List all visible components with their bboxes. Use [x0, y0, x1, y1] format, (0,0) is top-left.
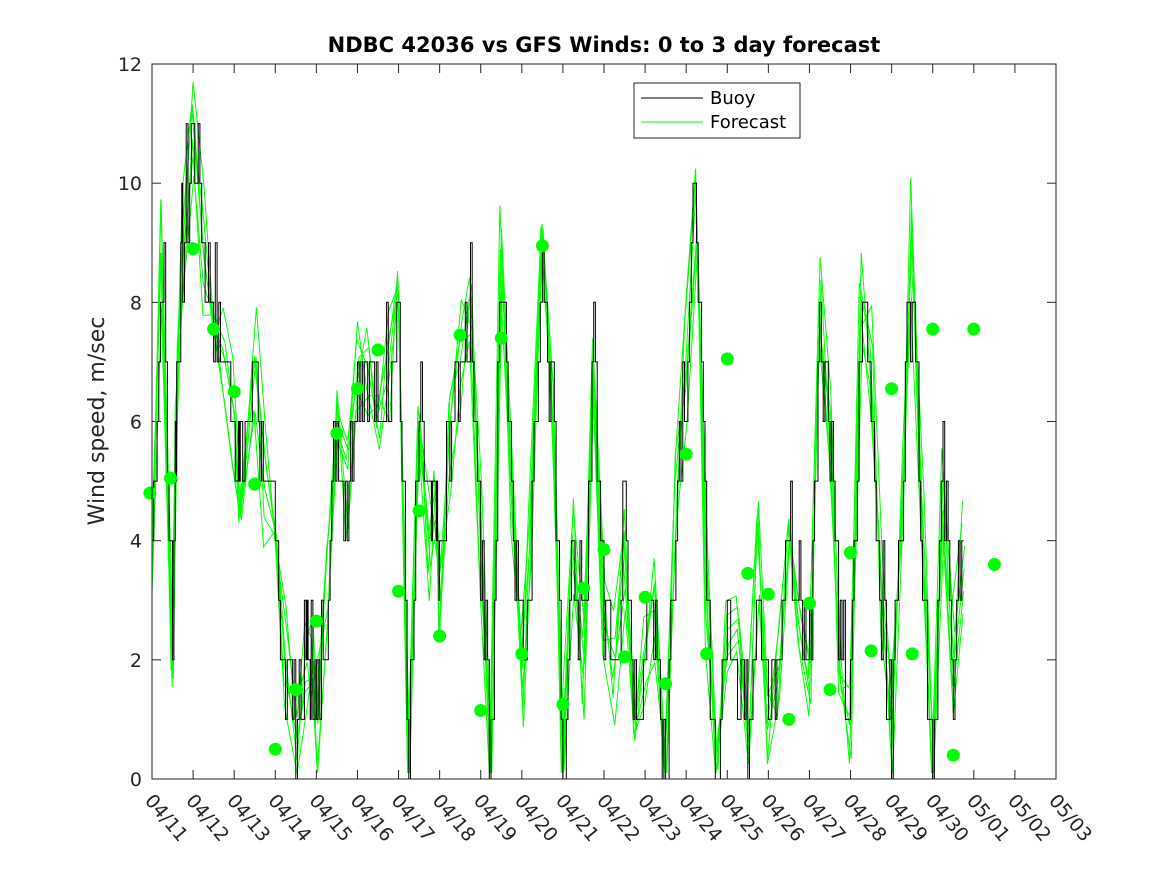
forecast-marker [164, 471, 177, 485]
legend-box [633, 82, 801, 139]
forecast-marker [351, 382, 364, 396]
forecast-marker [885, 382, 899, 396]
plot-frame [151, 63, 1057, 780]
forecast-marker [227, 385, 241, 399]
forecast-marker [844, 546, 857, 560]
forecast-marker [700, 647, 714, 661]
forecast-marker [741, 566, 755, 580]
forecast-marker [248, 477, 262, 491]
x-tick-label: 04/21 [551, 790, 603, 846]
x-tick-label: 05/03 [1044, 790, 1096, 846]
x-tick-label: 04/15 [305, 790, 357, 846]
x-tick-label: 04/14 [263, 790, 315, 846]
forecast-marker [987, 558, 1001, 571]
x-tick-label: 04/18 [428, 790, 480, 846]
forecast-marker [392, 584, 405, 598]
forecast-marker [207, 322, 221, 336]
y-tick-label: 0 [130, 769, 142, 791]
chart-title: NDBC 42036 vs GFS Winds: 0 to 3 day fore… [328, 33, 881, 57]
forecast-marker [453, 328, 467, 342]
y-axis-label: Wind speed, m/sec [85, 317, 110, 526]
x-tick-label: 04/22 [592, 790, 644, 846]
forecast-marker [433, 629, 447, 643]
forecast-marker [535, 239, 549, 253]
forecast-line [153, 106, 963, 771]
y-tick-label: 12 [118, 54, 142, 76]
y-tick-label: 8 [130, 292, 142, 314]
forecast-marker [494, 331, 508, 345]
x-tick-label: 04/17 [387, 790, 439, 846]
forecast-markers [143, 239, 1001, 762]
forecast-marker [474, 704, 488, 717]
forecast-marker [597, 543, 611, 557]
forecast-marker [803, 596, 816, 610]
forecast-marker [679, 447, 693, 461]
forecast-marker [515, 647, 529, 661]
x-tick-label: 04/12 [181, 790, 233, 846]
x-tick-label: 05/02 [1003, 790, 1055, 846]
y-tick-label: 4 [130, 531, 142, 553]
forecast-marker [556, 698, 570, 711]
y-tick-label: 10 [118, 173, 142, 195]
x-tick-label: 04/27 [798, 790, 850, 846]
forecast-marker [412, 504, 426, 518]
x-tick-labels: 04/1104/1204/1304/1404/1504/1604/1704/18… [140, 790, 1096, 846]
y-tick-labels: 0 2 4 6 8 10 12 [118, 54, 142, 791]
forecast-marker [905, 647, 919, 661]
forecast-marker [371, 343, 385, 357]
forecast-marker [659, 677, 673, 691]
x-tick-label: 04/29 [880, 790, 932, 846]
x-tick-label: 04/16 [346, 790, 398, 846]
x-tick-label: 04/28 [839, 790, 891, 846]
forecast-marker [864, 644, 878, 658]
forecast-marker [143, 486, 157, 500]
forecast-marker [330, 426, 344, 440]
forecast-marker [618, 650, 631, 664]
forecast-marker [309, 614, 323, 628]
legend: Buoy Forecast [633, 82, 801, 139]
forecast-marker [946, 748, 960, 762]
legend-buoy-label: Buoy [710, 88, 756, 109]
forecast-marker [761, 587, 775, 601]
forecast-marker [720, 352, 734, 366]
x-tick-label: 04/13 [222, 790, 274, 846]
y-tick-label: 6 [130, 412, 142, 434]
forecast-line [151, 81, 963, 774]
legend-forecast-label: Forecast [710, 112, 786, 133]
forecast-series [151, 81, 966, 774]
forecast-marker [289, 683, 303, 697]
forecast-marker [638, 590, 652, 604]
x-tick-label: 04/26 [757, 790, 809, 846]
x-tick-label: 04/20 [510, 790, 562, 846]
forecast-marker [926, 322, 940, 336]
y-tick-label: 2 [130, 650, 142, 672]
forecast-marker [186, 242, 200, 256]
x-tick-label: 04/23 [633, 790, 685, 846]
forecast-marker [823, 683, 837, 697]
forecast-line [151, 175, 965, 774]
x-tick-label: 04/25 [715, 790, 767, 846]
forecast-marker [782, 712, 796, 726]
x-tick-label: 04/11 [140, 790, 192, 846]
forecast-line [151, 104, 965, 774]
forecast-marker [967, 322, 981, 336]
x-tick-label: 05/01 [962, 790, 1014, 846]
forecast-marker [268, 742, 282, 756]
x-tick-label: 04/30 [921, 790, 973, 846]
forecast-line [151, 140, 966, 774]
x-tick-label: 04/19 [469, 790, 521, 846]
forecast-marker [577, 581, 590, 595]
x-tick-label: 04/24 [674, 790, 726, 846]
